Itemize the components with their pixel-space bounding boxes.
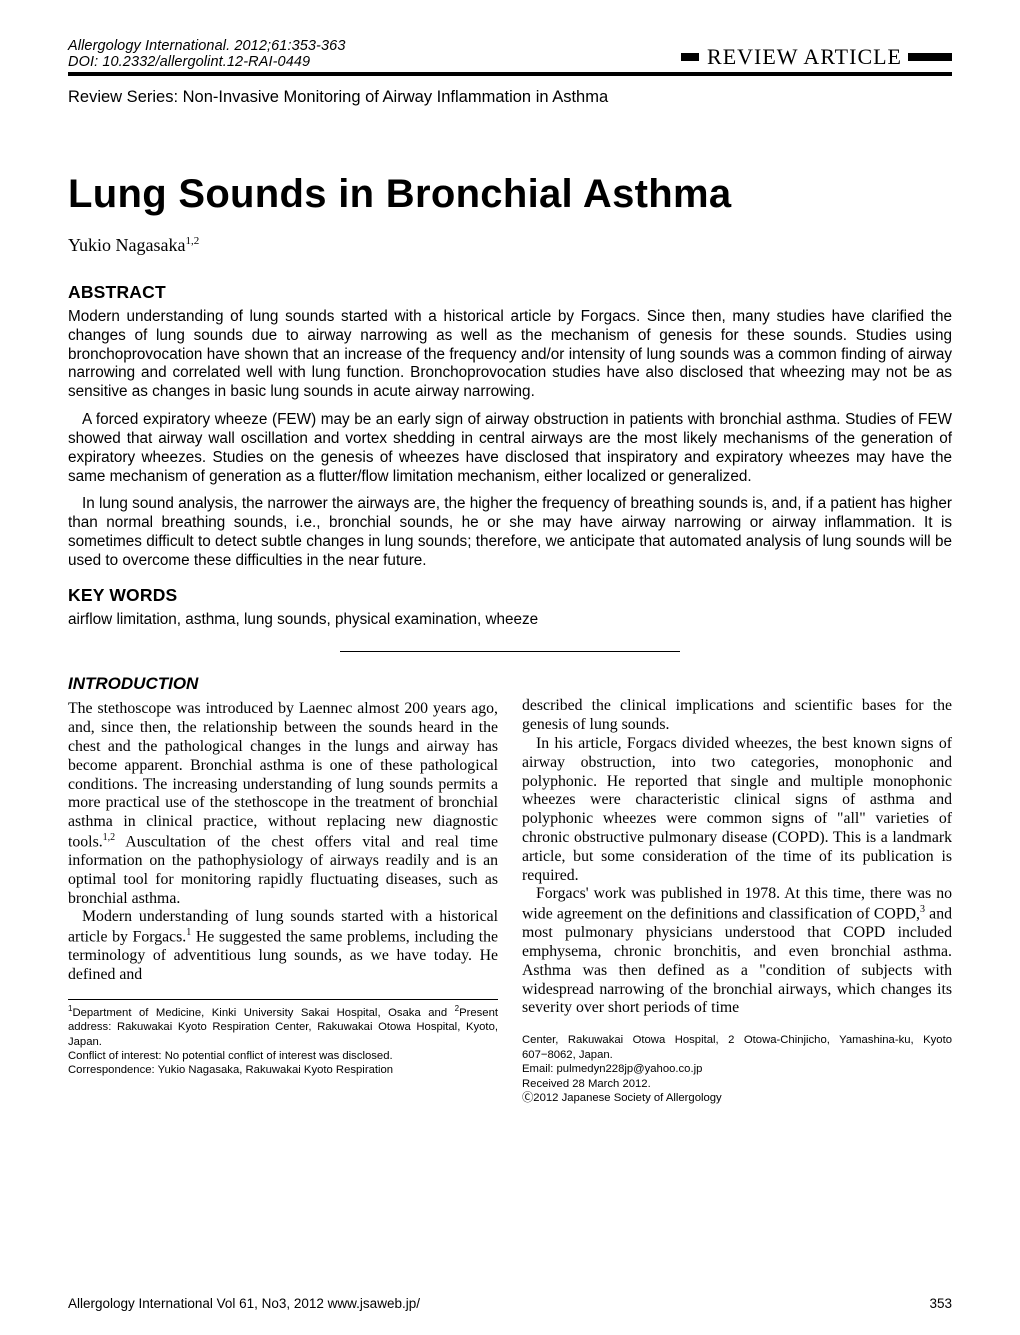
footer-citation: Allergology International Vol 61, No3, 2… (68, 1296, 420, 1311)
page-footer: Allergology International Vol 61, No3, 2… (68, 1296, 952, 1311)
rule-segment (908, 53, 952, 61)
received-date: Received 28 March 2012. (522, 1077, 952, 1091)
body-para: The stethoscope was introduced by Laenne… (68, 700, 498, 908)
keywords-heading: KEY WORDS (68, 585, 952, 606)
author-list: Yukio Nagasaka1,2 (68, 235, 952, 256)
abstract-para: A forced expiratory wheeze (FEW) may be … (68, 411, 952, 486)
body-text: Forgacs' work was published in 1978. At … (522, 885, 952, 922)
right-column: described the clinical implications and … (522, 674, 952, 1105)
affil-text: Department of Medicine, Kinki University… (72, 1007, 454, 1019)
body-text: The stethoscope was introduced by Laenne… (68, 700, 498, 850)
rule-segment (681, 53, 699, 61)
body-para: In his article, Forgacs divided wheezes,… (522, 735, 952, 885)
header-rule (68, 72, 952, 76)
affiliation-block: 1Department of Medicine, Kinki Universit… (68, 1004, 498, 1049)
citation-sup: 1,2 (103, 832, 116, 843)
journal-citation: Allergology International. 2012;61:353-3… (68, 38, 345, 54)
page-header: Allergology International. 2012;61:353-3… (68, 38, 952, 107)
correspondence-address: Center, Rakuwakai Otowa Hospital, 2 Otow… (522, 1033, 952, 1062)
copyright: Ⓒ2012 Japanese Society of Allergology (522, 1091, 952, 1105)
correspondence-email: Email: pulmedyn228jp@yahoo.co.jp (522, 1062, 952, 1076)
article-type: REVIEW ARTICLE (701, 44, 908, 70)
abstract-para: Modern understanding of lung sounds star… (68, 308, 952, 402)
conflict-statement: Conflict of interest: No potential confl… (68, 1049, 498, 1063)
review-series: Review Series: Non-Invasive Monitoring o… (68, 88, 952, 107)
introduction-heading: INTRODUCTION (68, 674, 498, 694)
affiliation-rule (68, 999, 498, 1000)
page-number: 353 (929, 1296, 952, 1311)
correspondence: Correspondence: Yukio Nagasaka, Rakuwaka… (68, 1063, 498, 1077)
author-name: Yukio Nagasaka (68, 235, 185, 255)
article-title: Lung Sounds in Bronchial Asthma (68, 172, 952, 217)
body-columns: INTRODUCTION The stethoscope was introdu… (68, 674, 952, 1105)
author-affil-sup: 1,2 (185, 235, 199, 247)
body-para: Modern understanding of lung sounds star… (68, 908, 498, 984)
abstract-heading: ABSTRACT (68, 282, 952, 303)
left-column: INTRODUCTION The stethoscope was introdu… (68, 674, 498, 1105)
body-para: described the clinical implications and … (522, 697, 952, 735)
abstract-para: In lung sound analysis, the narrower the… (68, 495, 952, 570)
doi: DOI: 10.2332/allergolint.12-RAI-0449 (68, 54, 345, 70)
body-para: Forgacs' work was published in 1978. At … (522, 885, 952, 1018)
keywords-body: airflow limitation, asthma, lung sounds,… (68, 611, 952, 630)
section-divider (340, 651, 680, 652)
body-text: Auscultation of the chest offers vital a… (68, 833, 498, 906)
